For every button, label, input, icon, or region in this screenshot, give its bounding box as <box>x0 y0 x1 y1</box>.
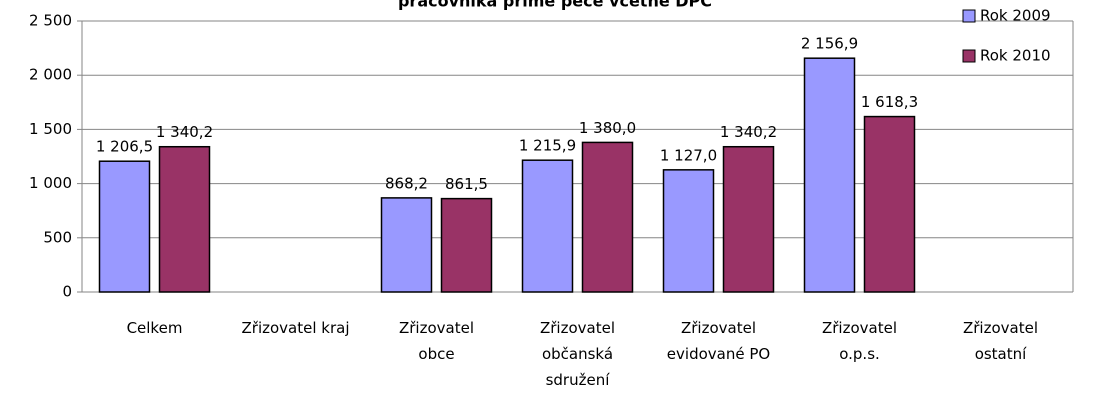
legend-label: Rok 2010 <box>980 47 1051 65</box>
bar <box>803 57 856 293</box>
data-label: 861,5 <box>445 175 488 193</box>
data-label: 868,2 <box>385 174 428 192</box>
bar <box>440 197 493 293</box>
x-tick-label: Zřizovatel o.p.s. <box>822 319 897 363</box>
data-label: 2 156,9 <box>801 35 858 53</box>
chart-title: pracovníka přímé péče včetně DPČ <box>398 0 712 11</box>
legend-swatch <box>962 49 976 63</box>
legend-label: Rok 2009 <box>980 7 1051 25</box>
x-tick-label: Zřizovatel občanská sdružení <box>540 319 615 389</box>
y-tick-label: 500 <box>43 228 72 246</box>
x-tick-label: Zřizovatel evidované PO <box>667 319 770 363</box>
data-label: 1 340,2 <box>720 123 777 141</box>
data-label: 1 215,9 <box>519 137 576 155</box>
y-tick-label: 1 500 <box>29 120 72 138</box>
legend-swatch <box>962 9 976 23</box>
bar <box>98 160 151 293</box>
y-tick-label: 1 000 <box>29 174 72 192</box>
x-tick-label: Zřizovatel obce <box>399 319 474 363</box>
data-label: 1 340,2 <box>156 123 213 141</box>
bar <box>662 169 715 293</box>
data-label: 1 380,0 <box>579 119 636 137</box>
bar <box>521 159 574 293</box>
y-tick-label: 2 500 <box>29 12 72 30</box>
y-tick-label: 2 000 <box>29 66 72 84</box>
data-label: 1 618,3 <box>861 93 918 111</box>
bar <box>158 145 211 293</box>
bar <box>863 115 916 293</box>
y-tick-label: 0 <box>62 283 72 301</box>
x-tick-label: Zřizovatel ostatní <box>963 319 1038 363</box>
bar <box>380 197 433 293</box>
data-label: 1 127,0 <box>660 146 717 164</box>
x-tick-label: Celkem <box>127 319 183 337</box>
bar <box>581 141 634 293</box>
x-tick-label: Zřizovatel kraj <box>242 319 350 337</box>
bar <box>722 145 775 293</box>
data-label: 1 206,5 <box>96 138 153 156</box>
